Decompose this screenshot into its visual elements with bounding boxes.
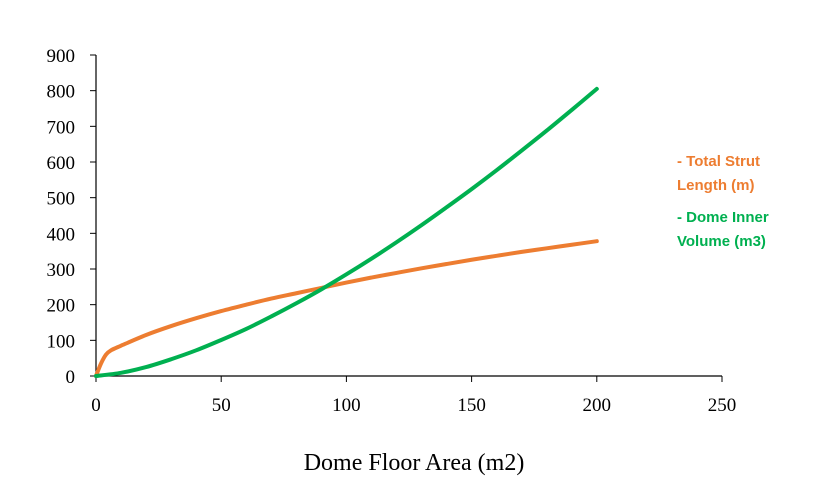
series-line-total-strut-length <box>94 239 599 378</box>
y-tick-label: 400 <box>47 224 76 245</box>
y-tick-label: 700 <box>47 117 76 138</box>
y-tick-label: 0 <box>66 367 76 388</box>
legend: - Total Strut Length (m) - Dome Inner Volum… <box>677 153 769 250</box>
y-tick-label: 200 <box>47 296 76 317</box>
y-tick-label: 900 <box>47 46 76 67</box>
y-tick-label: 100 <box>47 331 76 352</box>
y-tick-label: 300 <box>47 260 76 281</box>
y-tick-label: 800 <box>47 82 76 103</box>
axes: 0 100 200 300 400 500 600 700 800 900 0 50 100 150 200… <box>47 46 737 416</box>
x-tick-label: 200 <box>583 395 612 416</box>
x-tick-label: 100 <box>332 395 361 416</box>
series-line-dome-inner-volume <box>94 86 599 378</box>
series-lines <box>94 86 599 378</box>
y-tick-label: 600 <box>47 153 76 174</box>
y-tick-label: 500 <box>47 189 76 210</box>
x-tick-label: 50 <box>212 395 231 416</box>
x-tick-label: 250 <box>708 395 737 416</box>
legend-entry-total-strut-length: Length (m) <box>677 177 754 194</box>
legend-entry-dome-inner-volume: - Dome Inner <box>677 209 769 226</box>
x-tick-label: 150 <box>457 395 486 416</box>
legend-entry-total-strut-length: - Total Strut <box>677 153 760 170</box>
x-axis-title: Dome Floor Area (m2) <box>304 450 525 476</box>
legend-entry-dome-inner-volume: Volume (m3) <box>677 233 766 250</box>
x-tick-label: 0 <box>91 395 101 416</box>
